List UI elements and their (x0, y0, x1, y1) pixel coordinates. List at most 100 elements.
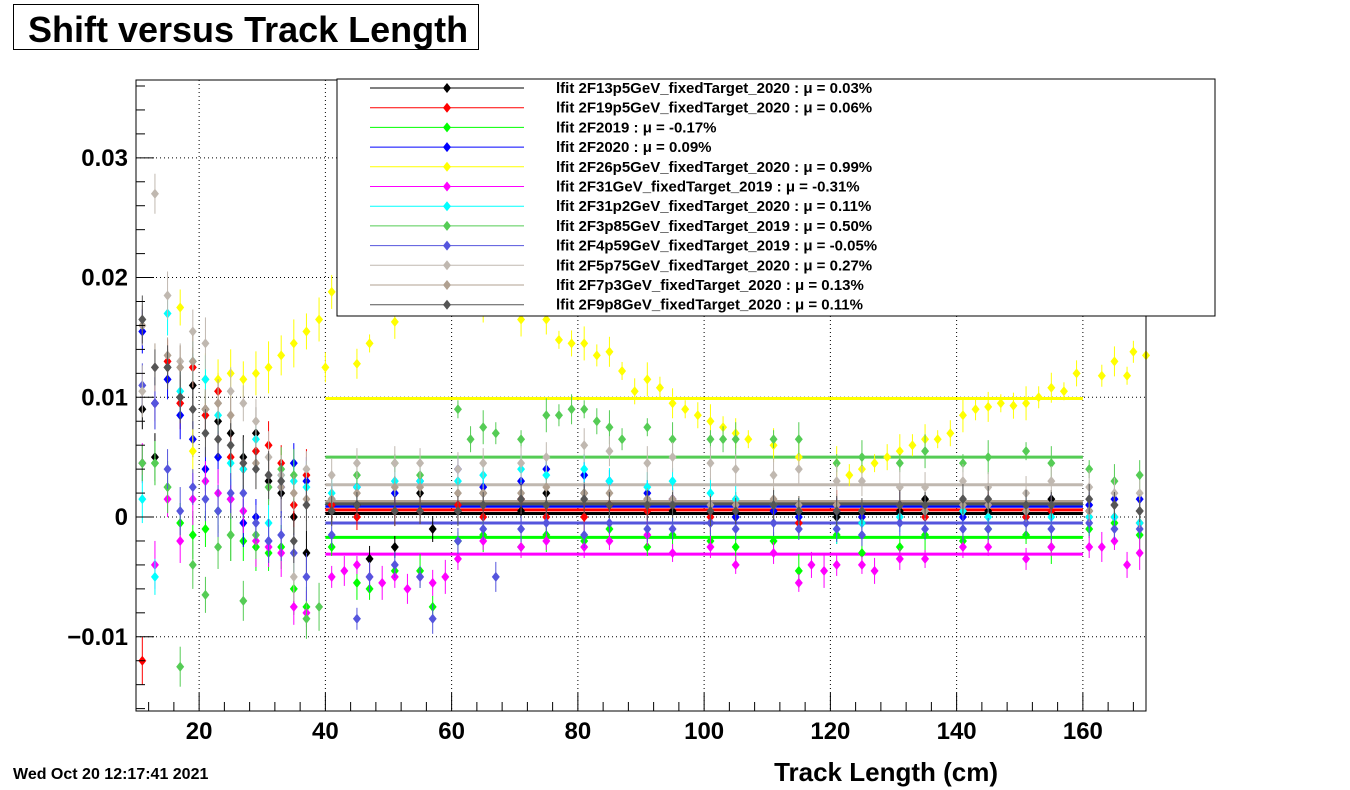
data-point (1059, 386, 1068, 397)
legend-entry: lfit 2F3p85GeV_fixedTarget_2019 : μ = 0.… (556, 218, 872, 235)
data-point (163, 290, 172, 301)
data-point (958, 410, 967, 421)
data-point (618, 434, 627, 445)
data-point (1047, 500, 1056, 511)
data-point (1135, 506, 1144, 517)
data-point (668, 434, 677, 445)
data-point (567, 338, 576, 349)
data-point (466, 434, 475, 445)
x-tick-label: 40 (312, 718, 339, 745)
legend-marker (443, 299, 451, 310)
data-point (239, 374, 248, 385)
data-point (390, 541, 399, 552)
data-point (643, 524, 652, 535)
data-point (327, 571, 336, 582)
data-point (554, 410, 563, 421)
data-point (315, 601, 324, 612)
data-point (428, 613, 437, 624)
data-point (630, 386, 639, 397)
data-point (289, 571, 298, 582)
data-point (769, 470, 778, 481)
data-point (769, 434, 778, 445)
data-point (201, 524, 210, 535)
data-point (315, 314, 324, 325)
data-point (857, 476, 866, 487)
data-point (794, 464, 803, 475)
data-point (491, 428, 500, 439)
data-point (681, 404, 690, 415)
data-point (984, 452, 993, 463)
data-point (857, 452, 866, 463)
data-point (921, 524, 930, 535)
data-point (453, 506, 462, 517)
data-point (706, 434, 715, 445)
x-tick-label: 140 (937, 718, 977, 745)
data-point (352, 613, 361, 624)
data-point (946, 428, 955, 439)
x-tick-label: 60 (438, 718, 465, 745)
data-point (352, 358, 361, 369)
data-point (188, 404, 197, 415)
title-box: Shift versus Track Length (13, 4, 479, 50)
legend-marker (443, 201, 451, 212)
y-tick-label: −0.01 (67, 624, 128, 651)
data-point (605, 422, 614, 433)
data-point (580, 464, 589, 475)
data-point (592, 416, 601, 427)
legend-marker (443, 220, 451, 231)
data-point (1085, 518, 1094, 529)
data-point (542, 518, 551, 529)
data-point (769, 535, 778, 546)
legend-box (336, 78, 1216, 317)
legend-entry: lfit 2F4p59GeV_fixedTarget_2019 : μ = -0… (556, 238, 877, 255)
data-point (895, 458, 904, 469)
data-point (479, 524, 488, 535)
data-point (277, 476, 286, 487)
data-point (706, 458, 715, 469)
data-point (580, 404, 589, 415)
data-point (517, 314, 526, 325)
data-point (668, 500, 677, 511)
data-point (958, 541, 967, 552)
data-point (239, 458, 248, 469)
data-point (163, 464, 172, 475)
data-point (857, 559, 866, 570)
data-point (1047, 541, 1056, 552)
data-point (289, 601, 298, 612)
data-point (416, 482, 425, 493)
data-point (958, 458, 967, 469)
data-point (188, 482, 197, 493)
data-point (731, 524, 740, 535)
data-point (605, 535, 614, 546)
data-point (150, 398, 159, 409)
data-point (453, 464, 462, 475)
data-point (984, 524, 993, 535)
data-point (150, 458, 159, 469)
data-point (491, 571, 500, 582)
data-point (188, 446, 197, 457)
data-point (996, 398, 1005, 409)
data-point (264, 362, 273, 373)
data-point (618, 365, 627, 376)
data-point (201, 494, 210, 505)
data-point (188, 356, 197, 367)
data-point (517, 434, 526, 445)
data-point (138, 494, 147, 505)
data-point (138, 314, 147, 325)
data-point (365, 571, 374, 582)
data-point (1110, 356, 1119, 367)
data-point (769, 500, 778, 511)
data-point (706, 488, 715, 499)
data-point (403, 583, 412, 594)
data-point (542, 482, 551, 493)
data-point (984, 494, 993, 505)
data-point (416, 458, 425, 469)
data-point (365, 553, 374, 564)
chart-title: Shift versus Track Length (28, 9, 469, 50)
data-point (870, 565, 879, 576)
data-point (1034, 392, 1043, 403)
data-point (643, 458, 652, 469)
data-point (517, 458, 526, 469)
data-point (668, 398, 677, 409)
data-point (883, 452, 892, 463)
